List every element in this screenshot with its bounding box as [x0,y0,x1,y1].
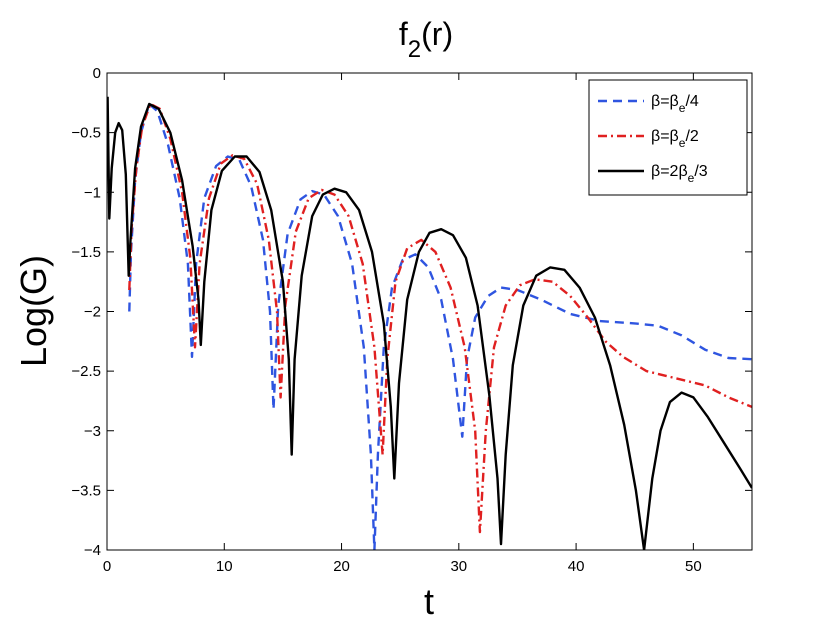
series-line-3 [107,96,752,550]
y-tick-label: 0 [93,65,101,82]
chart-title-rest: (r) [421,16,453,52]
legend-label-3: β=2βe/3 [651,163,708,185]
legend-items: β=βe/4 β=βe/2 β=2βe/3 [598,93,708,185]
y-tick-label: −3 [84,423,101,440]
series-line-2 [128,102,752,534]
legend-box [588,79,748,196]
legend-label-1: β=βe/4 [651,93,699,115]
y-axis-title: Log(G) [13,255,54,367]
axis-ticks: 0 10 20 30 40 50 0 −0.5 −1 −1.5 −2 −2.5 −3 −3.5 −4 [71,65,752,575]
series-layer [107,96,752,550]
x-axis-title: t [424,581,434,622]
y-tick-label: −2.5 [71,363,101,380]
x-tick-label: 30 [450,558,467,575]
y-tick-label: −4 [84,542,101,559]
x-tick-label: 50 [685,558,702,575]
x-tick-label: 20 [333,558,350,575]
y-tick-label: −0.5 [71,125,101,142]
legend-label-2: β=βe/2 [651,128,699,150]
x-tick-label: 0 [103,558,111,575]
legend: β=βe/4 β=βe/2 β=2βe/3 [588,79,748,196]
y-tick-label: −1 [84,184,101,201]
y-tick-label: −2 [84,304,101,321]
y-tick-label: −1.5 [71,244,101,261]
y-tick-label: −3.5 [71,482,101,499]
chart-title-main: f [399,16,408,52]
series-line-1 [128,102,752,550]
chart-title-subscript: 2 [408,36,421,63]
chart-title: f2(r) [399,16,453,63]
x-tick-label: 10 [216,558,233,575]
x-tick-label: 40 [568,558,585,575]
